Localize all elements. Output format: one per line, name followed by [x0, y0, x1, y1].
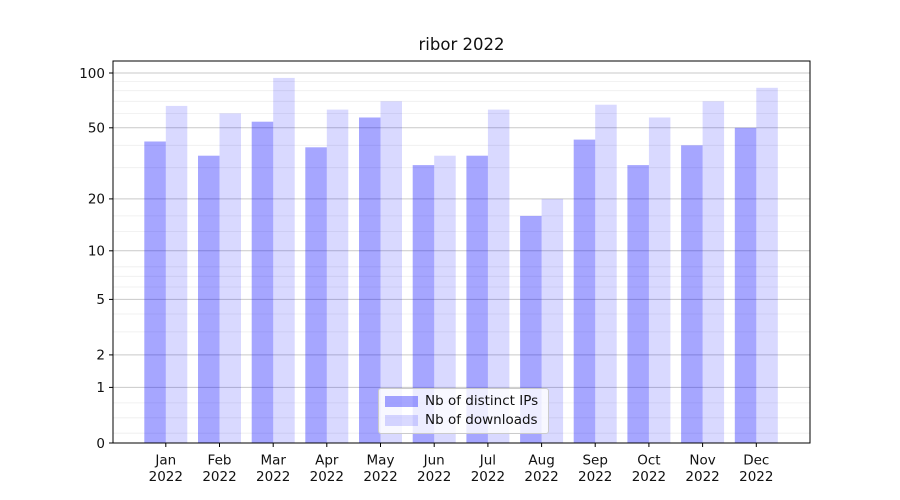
y-tick-label: 0	[96, 436, 105, 452]
bar-aug-distinct-ips	[520, 215, 542, 443]
bar-mar-distinct-ips	[251, 121, 274, 443]
bar-feb-downloads	[219, 113, 241, 444]
x-tick-label-year: 2022	[739, 469, 773, 485]
y-tick-label: 2	[96, 348, 105, 364]
legend-label-downloads: Nb of downloads	[425, 411, 538, 428]
bar-apr-distinct-ips	[305, 147, 327, 444]
x-tick-label-year: 2022	[256, 469, 290, 485]
x-tick-label-month: Aug	[528, 453, 554, 469]
y-tick-label: 20	[88, 192, 105, 208]
x-tick-label-year: 2022	[149, 469, 183, 485]
legend-item-downloads: Nb of downloads	[385, 411, 541, 428]
x-tick-label-month: May	[367, 453, 395, 469]
y-tick-label: 100	[79, 66, 105, 82]
bar-jan-distinct-ips	[144, 141, 166, 443]
x-tick-label-year: 2022	[578, 469, 612, 485]
x-tick-label-month: Sep	[582, 453, 607, 469]
x-tick-label-year: 2022	[632, 469, 666, 485]
bar-jul-downloads	[487, 109, 510, 443]
x-tick-label-year: 2022	[363, 469, 397, 485]
x-tick-label-year: 2022	[202, 469, 236, 485]
bar-oct-distinct-ips	[627, 165, 649, 443]
x-tick-label-year: 2022	[524, 469, 558, 485]
x-tick-label-month: Mar	[260, 453, 286, 469]
bar-feb-distinct-ips	[198, 155, 220, 443]
x-tick-label-month: Feb	[208, 453, 232, 469]
bar-nov-distinct-ips	[681, 145, 703, 444]
bar-oct-downloads	[648, 117, 671, 443]
y-tick-label: 5	[96, 292, 105, 308]
bar-jan-downloads	[165, 105, 188, 444]
y-tick-label: 1	[96, 380, 105, 396]
y-tick-label: 50	[88, 121, 105, 137]
plot-border	[112, 60, 811, 444]
x-tick-label-month: Dec	[743, 453, 769, 469]
bar-dec-downloads	[756, 87, 778, 444]
bar-may-downloads	[380, 101, 402, 444]
x-tick-label-month: Nov	[689, 453, 715, 469]
legend-item-distinct-ips: Nb of distinct IPs	[385, 393, 541, 409]
bar-dec-distinct-ips	[734, 127, 757, 444]
x-tick-label-month: Oct	[637, 453, 660, 469]
bar-jun-distinct-ips	[412, 165, 435, 443]
legend: Nb of distinct IPs Nb of downloads	[378, 388, 549, 434]
x-tick-label-month: Jun	[423, 453, 445, 469]
chart-title: ribor 2022	[418, 35, 505, 54]
x-tick-label-year: 2022	[471, 469, 505, 485]
x-tick-label-month: Apr	[315, 453, 339, 469]
bar-jun-downloads	[434, 155, 456, 443]
x-tick-label-year: 2022	[417, 469, 451, 485]
bar-nov-downloads	[702, 101, 725, 444]
x-tick-label-year: 2022	[310, 469, 344, 485]
x-tick-label-month: Jan	[154, 453, 176, 469]
legend-swatch-distinct-ips	[385, 396, 418, 408]
x-tick-label-month: Jul	[479, 453, 496, 469]
bar-apr-downloads	[326, 109, 349, 443]
bar-may-distinct-ips	[359, 117, 381, 443]
bar-jul-distinct-ips	[466, 155, 488, 443]
y-tick-label: 10	[88, 244, 105, 260]
legend-label-distinct-ips: Nb of distinct IPs	[425, 393, 539, 409]
legend-swatch-downloads	[385, 414, 418, 426]
x-tick-label-year: 2022	[685, 469, 719, 485]
bar-sep-distinct-ips	[573, 139, 596, 443]
bar-aug-downloads	[541, 198, 564, 443]
bar-mar-downloads	[273, 77, 295, 444]
bar-sep-downloads	[595, 104, 617, 443]
